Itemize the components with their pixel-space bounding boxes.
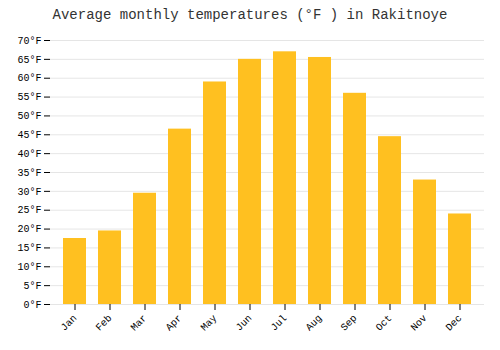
svg-text:35°F: 35°F	[17, 168, 41, 179]
svg-text:May: May	[199, 313, 220, 334]
svg-text:Mar: Mar	[129, 313, 150, 334]
svg-text:0°F: 0°F	[23, 300, 41, 311]
svg-text:5°F: 5°F	[23, 281, 41, 292]
svg-text:Jan: Jan	[59, 313, 80, 334]
svg-text:25°F: 25°F	[17, 205, 41, 216]
svg-text:50°F: 50°F	[17, 111, 41, 122]
svg-text:70°F: 70°F	[17, 36, 41, 47]
svg-text:30°F: 30°F	[17, 187, 41, 198]
svg-text:15°F: 15°F	[17, 243, 41, 254]
svg-text:55°F: 55°F	[17, 92, 41, 103]
svg-text:65°F: 65°F	[17, 55, 41, 66]
svg-text:40°F: 40°F	[17, 149, 41, 160]
svg-text:10°F: 10°F	[17, 262, 41, 273]
svg-text:Jun: Jun	[234, 313, 255, 334]
svg-text:Sep: Sep	[339, 313, 360, 334]
svg-text:Jul: Jul	[269, 313, 290, 334]
svg-text:20°F: 20°F	[17, 224, 41, 235]
html-text:Average monthly temperatures (: Average monthly temperatures (°F ) in Ra…	[52, 7, 448, 23]
svg-text:Aug: Aug	[304, 313, 325, 334]
svg-text:45°F: 45°F	[17, 130, 41, 141]
svg-text:Nov: Nov	[409, 313, 430, 334]
svg-text:60°F: 60°F	[17, 73, 41, 84]
svg-text:Oct: Oct	[374, 313, 395, 334]
svg-text:Dec: Dec	[444, 313, 465, 334]
svg-text:Apr: Apr	[164, 313, 185, 334]
svg-text:Feb: Feb	[94, 313, 115, 334]
